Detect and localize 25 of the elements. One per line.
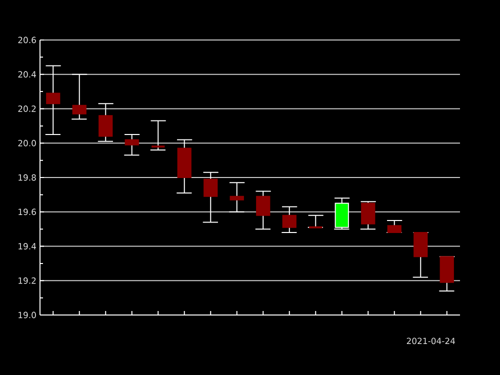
candlestick: [176, 139, 192, 194]
y-tick-label: 19.2: [18, 277, 36, 284]
y-tick-label: 20.2: [18, 106, 36, 112]
candlestick: [45, 65, 61, 136]
candlestick: [334, 198, 350, 230]
candlestick: [360, 201, 376, 230]
candlestick: [202, 172, 218, 223]
candlestick: [439, 256, 455, 292]
y-tick-label: 20.4: [18, 71, 36, 78]
y-tick-label: 20.6: [18, 36, 36, 44]
candlestick: [386, 220, 402, 233]
candlestick: [124, 134, 140, 156]
y-tick-label: 19.4: [18, 243, 36, 250]
candlestick: [282, 206, 298, 233]
candlestick: [255, 190, 271, 230]
y-tick-label: 20.0: [18, 140, 36, 146]
candlestick: [150, 120, 166, 150]
candlestick: [229, 182, 245, 212]
candlestick: [412, 232, 428, 278]
y-tick-label: 19.6: [18, 208, 36, 216]
text: 2021-04-24: [406, 338, 455, 344]
y-tick-label: 19.0: [18, 312, 36, 318]
y-tick-label: 19.8: [18, 174, 36, 181]
candlestick: [72, 74, 88, 120]
candlestick: [98, 103, 114, 142]
